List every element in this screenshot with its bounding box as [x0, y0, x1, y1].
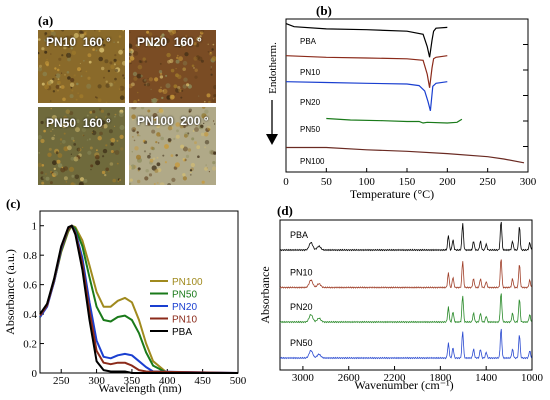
series-label: PN10 [300, 68, 321, 77]
x-tick-label: 300 [88, 375, 105, 387]
series-label: PN20 [300, 98, 321, 107]
series-line-pn10 [279, 259, 532, 289]
legend-label: PN10 [172, 315, 197, 326]
micrograph-pn10: PN10 160 ° [38, 30, 125, 103]
panel-label-a: (a) [38, 13, 54, 28]
micrograph-pn100: PN100 200 ° [129, 107, 216, 185]
micrograph-label: PN20 160 ° [137, 35, 202, 49]
series-line-pba [39, 224, 238, 374]
x-tick-label: 250 [53, 375, 70, 387]
y-tick-label: 0.8 [23, 250, 37, 262]
series-line-pn10 [285, 55, 448, 88]
x-tick-label: 50 [321, 176, 333, 188]
micrograph-label: PN50 160 ° [46, 116, 111, 130]
series-label: PBA [300, 37, 317, 46]
micrograph-texture [38, 107, 125, 185]
x-tick-label: 450 [194, 375, 211, 387]
micrograph-texture [129, 30, 216, 103]
x-axis-label: Wavelength (nm) [98, 381, 181, 395]
series-label: PN50 [290, 338, 313, 348]
axis-ticks: 250 300 350 400 450 500 0 0.2 0.4 0.6 0.8 1 [23, 221, 247, 387]
y-tick-label: 0 [32, 368, 38, 380]
x-tick-label: 400 [159, 375, 176, 387]
x-tick-label: 1000 [521, 372, 544, 384]
series-lines [279, 221, 532, 360]
x-tick-label: 250 [479, 176, 496, 188]
y-axis-label: Endotherm. [267, 42, 279, 94]
x-axis-label: Temperature (°C) [350, 187, 434, 201]
y-tick-label: 1 [32, 221, 38, 233]
panel-label-c: (c) [6, 196, 21, 211]
plot-frame [279, 219, 533, 371]
micrograph-label: PN100 200 ° [137, 114, 209, 128]
series-line-pba [285, 23, 448, 58]
panel-label-d: (d) [277, 203, 293, 218]
series-label: PBA [290, 230, 308, 240]
series-label: PN50 [300, 125, 321, 134]
series-label: PN100 [300, 157, 325, 166]
series-label: PN20 [290, 302, 313, 312]
series-lines [39, 224, 239, 374]
x-tick-label: 300 [520, 176, 537, 188]
y-tick-label: 0.4 [23, 309, 37, 321]
x-tick-label: 1800 [429, 372, 452, 384]
y-axis-label: Absorbance (a.u.) [3, 249, 17, 335]
legend-label: PBA [172, 327, 192, 338]
micrograph-pn20: PN20 160 ° [129, 30, 216, 103]
y-axis-label: Absorbance [258, 266, 272, 323]
series-line-pn100 [286, 146, 525, 164]
x-tick-label: 1400 [475, 372, 498, 384]
series-line-pba [279, 221, 532, 252]
series-labels: PBA PN10 PN20 PN50 PN100 [300, 37, 325, 166]
y-tick-label: 0.2 [23, 339, 37, 351]
x-tick-label: 150 [399, 176, 416, 188]
micrograph-texture [38, 30, 125, 103]
series-lines [285, 23, 525, 164]
x-axis-ticks: 0 50 100 150 200 250 300 [283, 44, 537, 188]
x-tick-label: 3000 [292, 372, 315, 384]
series-line-pn20 [285, 81, 448, 111]
series-label: PN10 [290, 268, 313, 278]
x-tick-label: 0 [283, 176, 289, 188]
arrow-down-icon [266, 100, 278, 145]
series-line-pn50 [326, 117, 463, 124]
series-line-pn20 [279, 293, 532, 324]
x-tick-label: 350 [124, 375, 141, 387]
series-line-pn50 [279, 328, 532, 360]
x-axis-label: Wavenumber (cm⁻¹) [354, 378, 453, 392]
legend-label: PN20 [172, 302, 197, 313]
micrograph-label: PN10 160 ° [46, 35, 111, 49]
x-axis-ticks: 3000 2600 2200 1800 1400 1000 [292, 366, 544, 384]
legend-label: PN50 [172, 290, 197, 301]
micrograph-texture [129, 107, 216, 185]
x-tick-label: 500 [230, 375, 247, 387]
series-labels: PBA PN10 PN20 PN50 [290, 230, 313, 348]
y-tick-label: 0.6 [23, 280, 37, 292]
panel-label-b: (b) [316, 3, 332, 18]
x-tick-label: 2600 [338, 372, 361, 384]
x-tick-label: 100 [358, 176, 375, 188]
x-tick-label: 2200 [384, 372, 407, 384]
micrograph-pn50: PN50 160 ° [38, 107, 125, 185]
x-tick-label: 200 [439, 176, 456, 188]
legend-label: PN100 [172, 277, 203, 288]
